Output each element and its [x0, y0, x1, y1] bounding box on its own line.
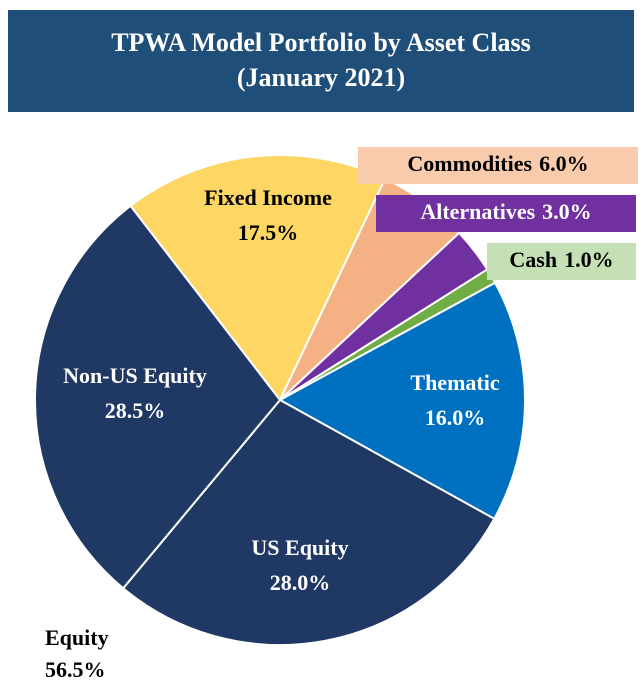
slice-name: Cash	[509, 247, 557, 272]
slice-label: Cash 1.0%	[509, 247, 613, 272]
slice-label: Fixed Income	[204, 185, 332, 210]
annotation-value: 56.5%	[45, 657, 106, 682]
label-box	[487, 243, 636, 280]
slice-value-label: 16.0%	[425, 405, 486, 430]
slice-label: Non-US Equity	[63, 363, 207, 388]
pie-slice	[34, 204, 282, 590]
chart-title: TPWA Model Portfolio by Asset Class	[111, 28, 531, 57]
slice-label: Thematic	[410, 370, 499, 395]
slice-label: Alternatives 3.0%	[420, 199, 591, 224]
slice-name: Alternatives	[420, 199, 535, 224]
slice-value-label: 28.5%	[105, 398, 166, 423]
annotation: Equity	[45, 625, 109, 650]
slice-value-label: 3.0%	[542, 199, 592, 224]
chart-subtitle: (January 2021)	[237, 63, 405, 92]
pie-slice	[277, 281, 526, 521]
slice-value-label: 17.5%	[238, 220, 299, 245]
slice-name: Commodities	[407, 151, 532, 176]
title-box	[8, 10, 634, 112]
slice-value-label: 6.0%	[539, 151, 589, 176]
label-box	[358, 147, 638, 184]
slice-value-label: 1.0%	[564, 247, 614, 272]
slice-label: Commodities 6.0%	[407, 151, 588, 176]
slice-label: US Equity	[251, 535, 348, 560]
label-box	[376, 195, 636, 232]
slice-value-label: 28.0%	[270, 570, 331, 595]
pie-slice	[121, 398, 496, 646]
